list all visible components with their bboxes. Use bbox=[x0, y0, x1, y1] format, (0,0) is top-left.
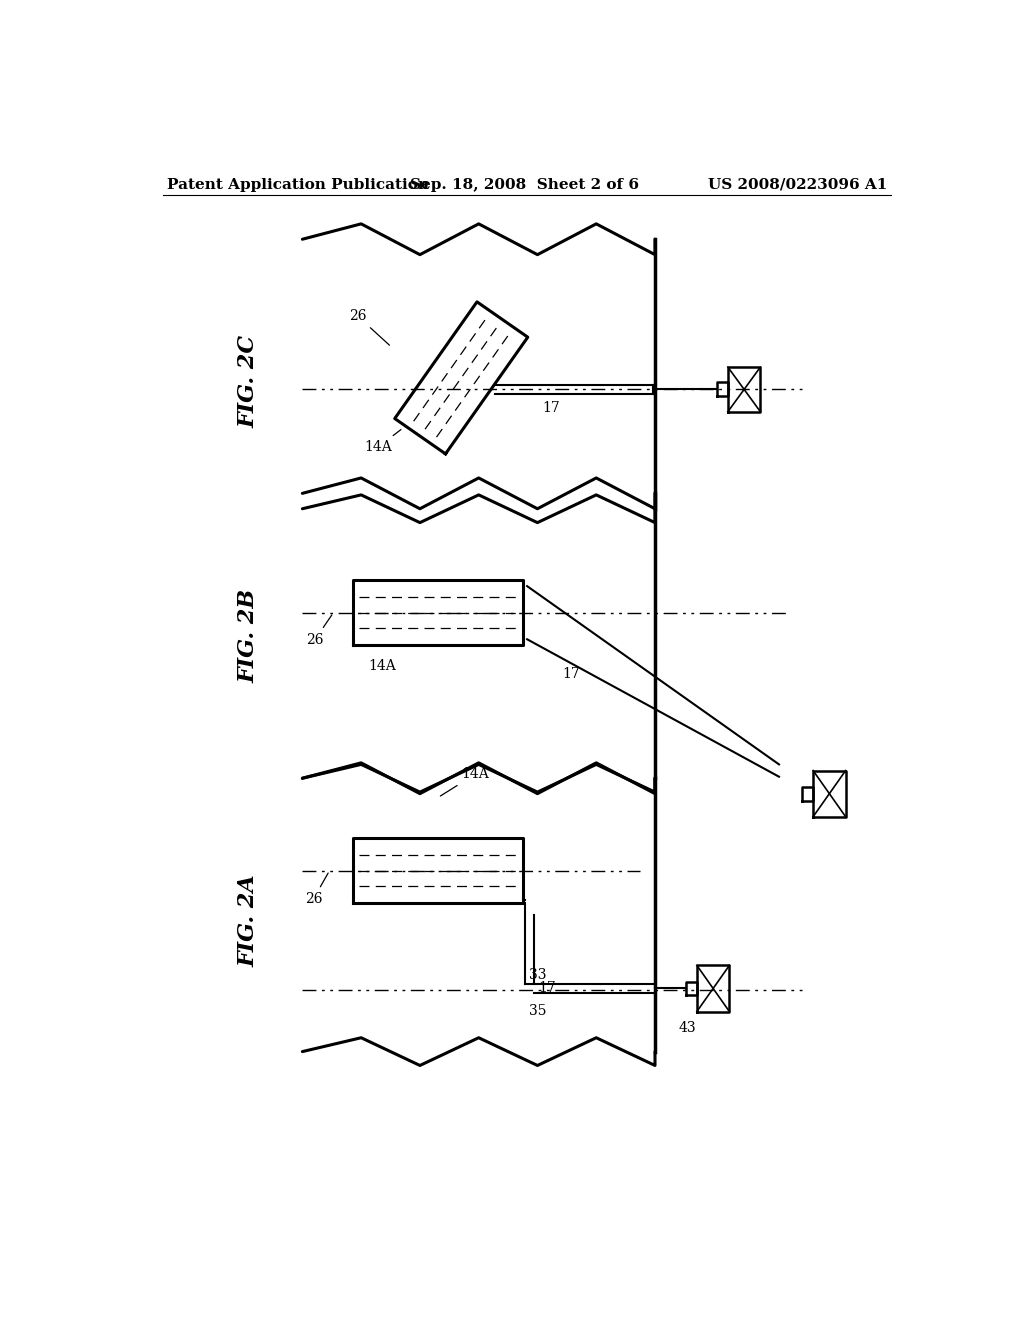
Text: US 2008/0223096 A1: US 2008/0223096 A1 bbox=[709, 178, 888, 191]
Text: FIG. 2C: FIG. 2C bbox=[238, 335, 259, 428]
Text: 43: 43 bbox=[678, 1022, 696, 1035]
Text: 14A: 14A bbox=[365, 429, 401, 454]
Text: 26: 26 bbox=[305, 873, 328, 906]
Text: 14A: 14A bbox=[440, 767, 489, 796]
Text: 17: 17 bbox=[543, 401, 560, 416]
Text: 33: 33 bbox=[529, 969, 547, 982]
Text: 17: 17 bbox=[539, 981, 556, 994]
Text: 14A: 14A bbox=[369, 659, 396, 673]
Text: 35: 35 bbox=[529, 1003, 547, 1018]
Text: FIG. 2A: FIG. 2A bbox=[238, 874, 259, 968]
Text: Sep. 18, 2008  Sheet 2 of 6: Sep. 18, 2008 Sheet 2 of 6 bbox=[411, 178, 639, 191]
Text: 26: 26 bbox=[349, 309, 389, 345]
Text: FIG. 2B: FIG. 2B bbox=[238, 589, 259, 682]
Text: 17: 17 bbox=[562, 667, 580, 681]
Text: Patent Application Publication: Patent Application Publication bbox=[167, 178, 429, 191]
Text: 26: 26 bbox=[306, 615, 332, 647]
